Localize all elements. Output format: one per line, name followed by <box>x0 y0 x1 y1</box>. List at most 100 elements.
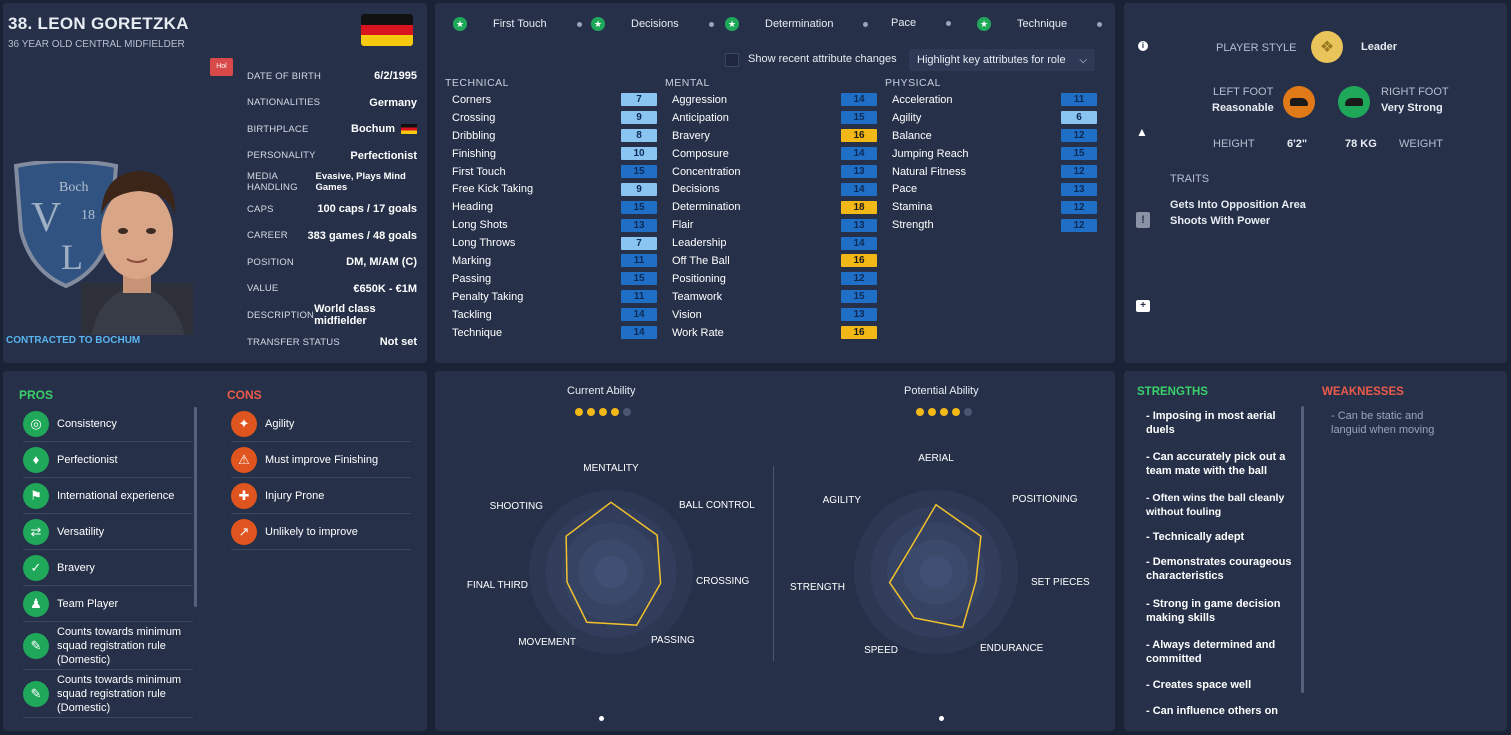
attribute-row[interactable]: Free Kick Taking 9 <box>445 180 657 198</box>
highlight-dropdown[interactable]: Highlight key attributes for role ⌵ <box>909 49 1095 71</box>
pro-item[interactable]: ♟ Team Player <box>23 586 193 622</box>
info-value[interactable]: Germany <box>369 97 417 109</box>
attribute-row[interactable]: Corners 7 <box>445 91 657 109</box>
attribute-row[interactable]: Tackling 14 <box>445 306 657 324</box>
attribute-row[interactable]: Determination 18 <box>665 198 877 216</box>
attribute-row[interactable]: Natural Fitness 12 <box>885 163 1097 181</box>
attribute-value: 11 <box>621 290 657 304</box>
attribute-name: Decisions <box>672 183 720 196</box>
radar-axis-label: CROSSING <box>696 576 750 587</box>
attribute-row[interactable]: Finishing 10 <box>445 145 657 163</box>
con-label: Agility <box>265 417 295 430</box>
info-value[interactable]: Bochum <box>351 123 417 135</box>
pro-item[interactable]: ✎ Counts towards minimum squad registrati… <box>23 622 193 670</box>
key-attribute[interactable]: ★ First Touch <box>453 17 582 31</box>
physical-column: PHYSICAL Acceleration 11 Agility 6 Balance 12 J… <box>885 77 1097 234</box>
attribute-row[interactable]: Concentration 13 <box>665 163 877 181</box>
attribute-row[interactable]: Teamwork 15 <box>665 288 877 306</box>
attribute-row[interactable]: Bravery 16 <box>665 127 877 145</box>
attribute-row[interactable]: Technique 14 <box>445 324 657 342</box>
attribute-value: 16 <box>841 129 877 143</box>
pro-label: Consistency <box>57 417 117 430</box>
attribute-value: 14 <box>841 236 877 250</box>
attribute-row[interactable]: Acceleration 11 <box>885 91 1097 109</box>
shoe-icon[interactable]: ▲ <box>1136 125 1148 139</box>
con-item[interactable]: ✚ Injury Prone <box>231 478 411 514</box>
svg-text:Boch: Boch <box>59 180 89 195</box>
attribute-value: 12 <box>1061 129 1097 143</box>
attribute-row[interactable]: Pace 13 <box>885 180 1097 198</box>
attribute-row[interactable]: Stamina 12 <box>885 198 1097 216</box>
attribute-row[interactable]: Marking 11 <box>445 252 657 270</box>
con-item[interactable]: ✦ Agility <box>231 406 411 442</box>
strengths-title: STRENGTHS <box>1137 386 1208 398</box>
con-item[interactable]: ↗ Unlikely to improve <box>231 514 411 550</box>
attribute-name: Balance <box>892 129 932 142</box>
attribute-row[interactable]: Vision 13 <box>665 306 877 324</box>
attribute-row[interactable]: Crossing 9 <box>445 109 657 127</box>
key-attribute[interactable]: ★ Technique <box>977 17 1103 31</box>
attribute-row[interactable]: Penalty Taking 11 <box>445 288 657 306</box>
attribute-row[interactable]: Decisions 14 <box>665 180 877 198</box>
info-icon[interactable]: i <box>1138 41 1148 51</box>
strengths-scrollbar[interactable] <box>1301 406 1304 693</box>
attribute-name: Free Kick Taking <box>452 183 534 196</box>
strength-item: - Can influence others on <box>1146 705 1279 717</box>
con-item[interactable]: ⚠ Must improve Finishing <box>231 442 411 478</box>
radar-axis-label: PASSING <box>651 635 695 646</box>
potential-ability-label: Potential Ability <box>904 385 979 397</box>
attribute-value: 18 <box>841 200 877 214</box>
attribute-row[interactable]: Leadership 14 <box>665 234 877 252</box>
pro-item[interactable]: ◎ Consistency <box>23 406 193 442</box>
info-value: 383 games / 48 goals <box>308 230 417 242</box>
physical-heading: PHYSICAL <box>885 77 941 89</box>
info-label: MEDIA HANDLING <box>247 171 298 194</box>
attribute-value: 14 <box>621 326 657 340</box>
attribute-row[interactable]: Jumping Reach 15 <box>885 145 1097 163</box>
attribute-row[interactable]: Work Rate 16 <box>665 324 877 342</box>
attribute-row[interactable]: Flair 13 <box>665 216 877 234</box>
medical-icon[interactable]: + <box>1136 300 1150 312</box>
page-dot-right[interactable] <box>939 716 944 721</box>
pros-scrollbar[interactable] <box>194 407 197 607</box>
attribute-value: 15 <box>621 200 657 214</box>
strengths-panel <box>1124 371 1507 731</box>
attribute-value: 15 <box>621 272 657 286</box>
weaknesses-title: WEAKNESSES <box>1322 386 1404 398</box>
recent-changes-label[interactable]: Show recent attribute changes <box>748 53 897 65</box>
pro-item[interactable]: ✎ Counts towards minimum squad registrati… <box>23 670 193 718</box>
info-value-text: 100 caps / 17 goals <box>317 203 417 215</box>
attribute-value: 14 <box>841 147 877 161</box>
attribute-row[interactable]: Long Throws 7 <box>445 234 657 252</box>
key-attribute[interactable]: ★ Decisions <box>591 17 714 31</box>
key-attribute[interactable]: ★ Determination <box>725 17 869 31</box>
key-attribute[interactable]: Pace <box>851 17 952 29</box>
role-badge[interactable]: Hol <box>210 58 233 76</box>
attribute-row[interactable]: Composure 14 <box>665 145 877 163</box>
attribute-row[interactable]: Balance 12 <box>885 127 1097 145</box>
contract-status[interactable]: CONTRACTED TO BOCHUM <box>6 335 141 346</box>
info-value: Perfectionist <box>350 150 417 162</box>
page-dot-left[interactable] <box>599 716 604 721</box>
attribute-row[interactable]: Heading 15 <box>445 198 657 216</box>
attribute-row[interactable]: Dribbling 8 <box>445 127 657 145</box>
attribute-name: Tackling <box>452 308 492 321</box>
info-label: POSITION <box>247 256 294 268</box>
attribute-row[interactable]: Positioning 12 <box>665 270 877 288</box>
pro-item[interactable]: ⇄ Versatility <box>23 514 193 550</box>
attribute-name: Passing <box>452 272 492 285</box>
attribute-row[interactable]: Agility 6 <box>885 109 1097 127</box>
attribute-row[interactable]: Aggression 14 <box>665 91 877 109</box>
attribute-row[interactable]: Long Shots 13 <box>445 216 657 234</box>
pro-item[interactable]: ♦ Perfectionist <box>23 442 193 478</box>
recent-changes-checkbox[interactable] <box>725 53 739 67</box>
attribute-row[interactable]: Strength 12 <box>885 216 1097 234</box>
attribute-row[interactable]: Passing 15 <box>445 270 657 288</box>
attribute-row[interactable]: Off The Ball 16 <box>665 252 877 270</box>
attribute-row[interactable]: Anticipation 15 <box>665 109 877 127</box>
pro-item[interactable]: ✓ Bravery <box>23 550 193 586</box>
pro-item[interactable]: ⚑ International experience <box>23 478 193 514</box>
attribute-row[interactable]: First Touch 15 <box>445 163 657 181</box>
potential-ability-stars <box>916 403 976 421</box>
alert-icon[interactable]: ! <box>1136 212 1150 228</box>
